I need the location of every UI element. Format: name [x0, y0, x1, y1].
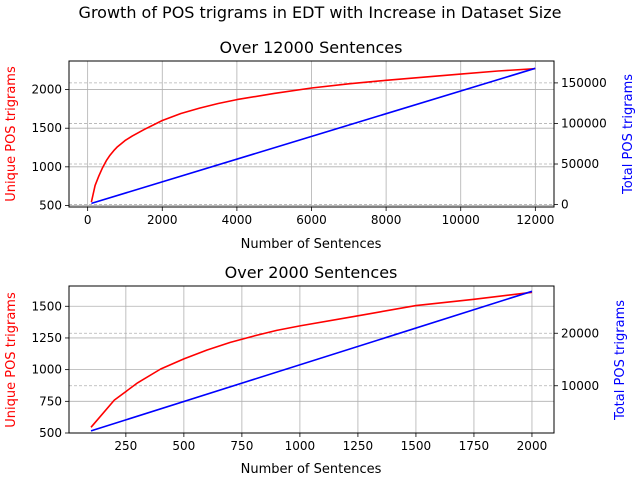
subplot-top-ytick-label-left: 2000	[31, 83, 62, 97]
subplot-bottom-yticks-right: 10000 20000	[554, 326, 599, 393]
subplot-top-xtick-label: 2000	[147, 213, 178, 227]
subplot-top-xtick-label: 8000	[371, 213, 402, 227]
subplot-bottom-xticks: 250 500 750 1000 1250 1500 1750 2000	[114, 433, 547, 453]
subplot-bottom-ylabel-right: Total POS trigrams	[613, 300, 628, 421]
subplot-top-ytick-label-left: 1500	[31, 121, 62, 135]
subplot-bottom: Over 2000 Sentences 250 500 750 1000 1250 150…	[4, 263, 628, 477]
subplot-bottom-xtick-label: 1250	[343, 439, 374, 453]
subplot-bottom-ytick-label-left: 500	[39, 426, 62, 440]
subplot-bottom-xtick-label: 250	[114, 439, 137, 453]
subplot-top-ytick-label-left: 500	[39, 198, 62, 212]
subplot-top-xlabel: Number of Sentences	[241, 237, 382, 252]
subplot-top-ylabel-left: Unique POS trigrams	[4, 66, 19, 202]
subplot-bottom-lines	[90, 290, 533, 432]
subplot-top-ytick-label-right: 100000	[561, 116, 607, 130]
subplot-bottom-xtick-label: 1000	[285, 439, 316, 453]
subplot-bottom-ytick-label-left: 750	[39, 394, 62, 408]
subplot-top-yticks-left: 500 1000 1500 2000	[31, 83, 69, 212]
subplot-bottom-xtick-label: 500	[172, 439, 195, 453]
subplot-top-xticks: 0 2000 4000 6000 8000 10000 12000	[84, 207, 554, 227]
subplot-top-series-unique-line	[90, 67, 536, 203]
subplot-top-xtick-label: 12000	[516, 213, 554, 227]
subplot-top: Over 12000 Sentences 0 2000 4000 6000 8000 10…	[4, 38, 636, 252]
subplot-top-title: Over 12000 Sentences	[220, 38, 403, 57]
subplot-bottom-ytick-label-left: 1000	[31, 363, 62, 377]
subplot-bottom-yticks-left: 500 750 1000 1250 1500	[31, 299, 69, 440]
subplot-top-xtick-label: 0	[84, 213, 92, 227]
subplot-top-xtick-label: 4000	[222, 213, 253, 227]
subplot-top-xtick-label: 6000	[296, 213, 327, 227]
subplot-bottom-series-unique-line	[90, 291, 533, 428]
subplot-top-ylabel-right: Total POS trigrams	[621, 74, 636, 195]
subplot-bottom-title: Over 2000 Sentences	[225, 263, 398, 282]
subplot-bottom-xtick-label: 750	[230, 439, 253, 453]
subplot-top-grid	[69, 61, 554, 207]
subplot-bottom-xtick-label: 1500	[401, 439, 432, 453]
subplot-bottom-xtick-label: 1750	[459, 439, 490, 453]
subplot-bottom-frame	[68, 285, 555, 434]
subplot-bottom-ytick-label-left: 1250	[31, 331, 62, 345]
subplot-top-yticks-right: 0 50000 100000 150000	[554, 76, 607, 212]
subplot-top-xtick-label: 10000	[442, 213, 480, 227]
subplot-top-ytick-label-right: 150000	[561, 76, 607, 90]
subplot-bottom-ytick-label-left: 1500	[31, 299, 62, 313]
subplot-top-series-total-line	[91, 67, 536, 205]
subplot-top-lines	[90, 67, 536, 205]
subplot-bottom-xlabel: Number of Sentences	[241, 462, 382, 477]
subplot-bottom-xtick-label: 2000	[517, 439, 548, 453]
subplot-bottom-series-total-line	[90, 290, 533, 432]
subplot-top-ytick-label-right: 0	[561, 198, 569, 212]
subplot-bottom-ytick-label-right: 10000	[561, 379, 599, 393]
subplot-bottom-ytick-label-right: 20000	[561, 326, 599, 340]
subplot-top-ytick-label-left: 1000	[31, 160, 62, 174]
subplot-bottom-ylabel-left: Unique POS trigrams	[4, 292, 19, 428]
subplot-top-ytick-label-right: 50000	[561, 157, 599, 171]
figure-suptitle: Growth of POS trigrams in EDT with Incre…	[79, 3, 562, 22]
